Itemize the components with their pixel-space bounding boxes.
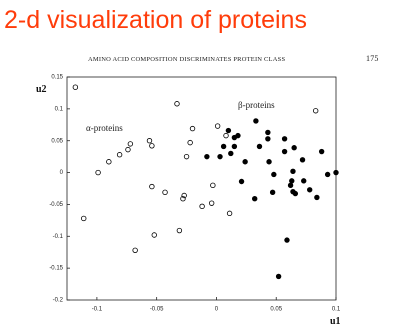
y-tick-label: 0.15 [51,75,63,81]
point [265,129,271,136]
point [125,146,131,153]
point [314,194,320,201]
point [72,84,79,90]
point [226,210,233,217]
point [284,237,290,243]
point [242,159,248,165]
point [181,192,187,199]
point [116,152,123,158]
point [214,123,221,129]
point [149,143,155,149]
point [287,182,294,189]
point [210,182,216,189]
point [95,169,101,176]
slide-title: 2-d visualization of proteins [4,6,307,34]
point [271,171,277,178]
y-tick-label: 0.1 [55,106,64,112]
point [306,187,313,193]
point [324,171,331,178]
point [281,136,288,142]
x-tick-label: -0.05 [150,307,164,313]
point [183,153,190,160]
x-axis-label: u1 [330,316,341,327]
point [217,153,223,160]
point [180,195,186,202]
point [253,118,259,124]
point [318,148,325,155]
point [235,132,241,139]
point [256,143,263,150]
point [269,189,276,196]
point [189,125,196,132]
y-tick-label: -0.15 [49,266,63,272]
point [225,127,232,134]
point [312,108,319,114]
point [162,189,168,196]
point [281,148,288,155]
point [290,168,296,174]
annotation: β-proteins [238,100,275,110]
y-axis-label: u2 [36,84,47,95]
point [208,200,215,206]
point [149,183,155,190]
page-number: 175 [366,54,379,63]
point [265,136,271,142]
y-tick-label: -0.2 [53,298,64,304]
point [252,195,258,202]
y-tick-label: -0.05 [49,202,63,208]
point [199,203,205,210]
point [275,273,282,280]
point [291,145,297,151]
point [231,143,238,150]
point [301,178,307,184]
point [299,157,306,163]
point [151,232,157,238]
point [127,141,134,147]
point [132,247,138,254]
point [289,178,295,184]
point [292,190,299,197]
point [106,159,112,165]
plot-frame [66,76,337,301]
point [333,169,339,176]
x-tick-label: 0.1 [332,307,341,313]
point [204,153,210,160]
point [220,143,227,150]
y-tick-label: -0.1 [53,234,64,240]
annotation: α-proteins [86,123,123,133]
point [187,139,193,146]
point [176,227,183,234]
point [266,159,272,165]
point [81,215,87,222]
point [223,132,229,139]
y-tick-label: 0 [60,170,64,176]
point [146,138,153,144]
point [228,150,234,157]
page-header: AMINO ACID COMPOSITION DISCRIMINATES PRO… [88,56,285,63]
point [174,101,180,107]
point [238,178,245,185]
x-tick-label: -0.1 [92,307,103,313]
x-tick-label: 0 [215,307,219,313]
y-tick-label: 0.05 [51,138,63,144]
x-tick-label: 0.05 [270,307,282,313]
